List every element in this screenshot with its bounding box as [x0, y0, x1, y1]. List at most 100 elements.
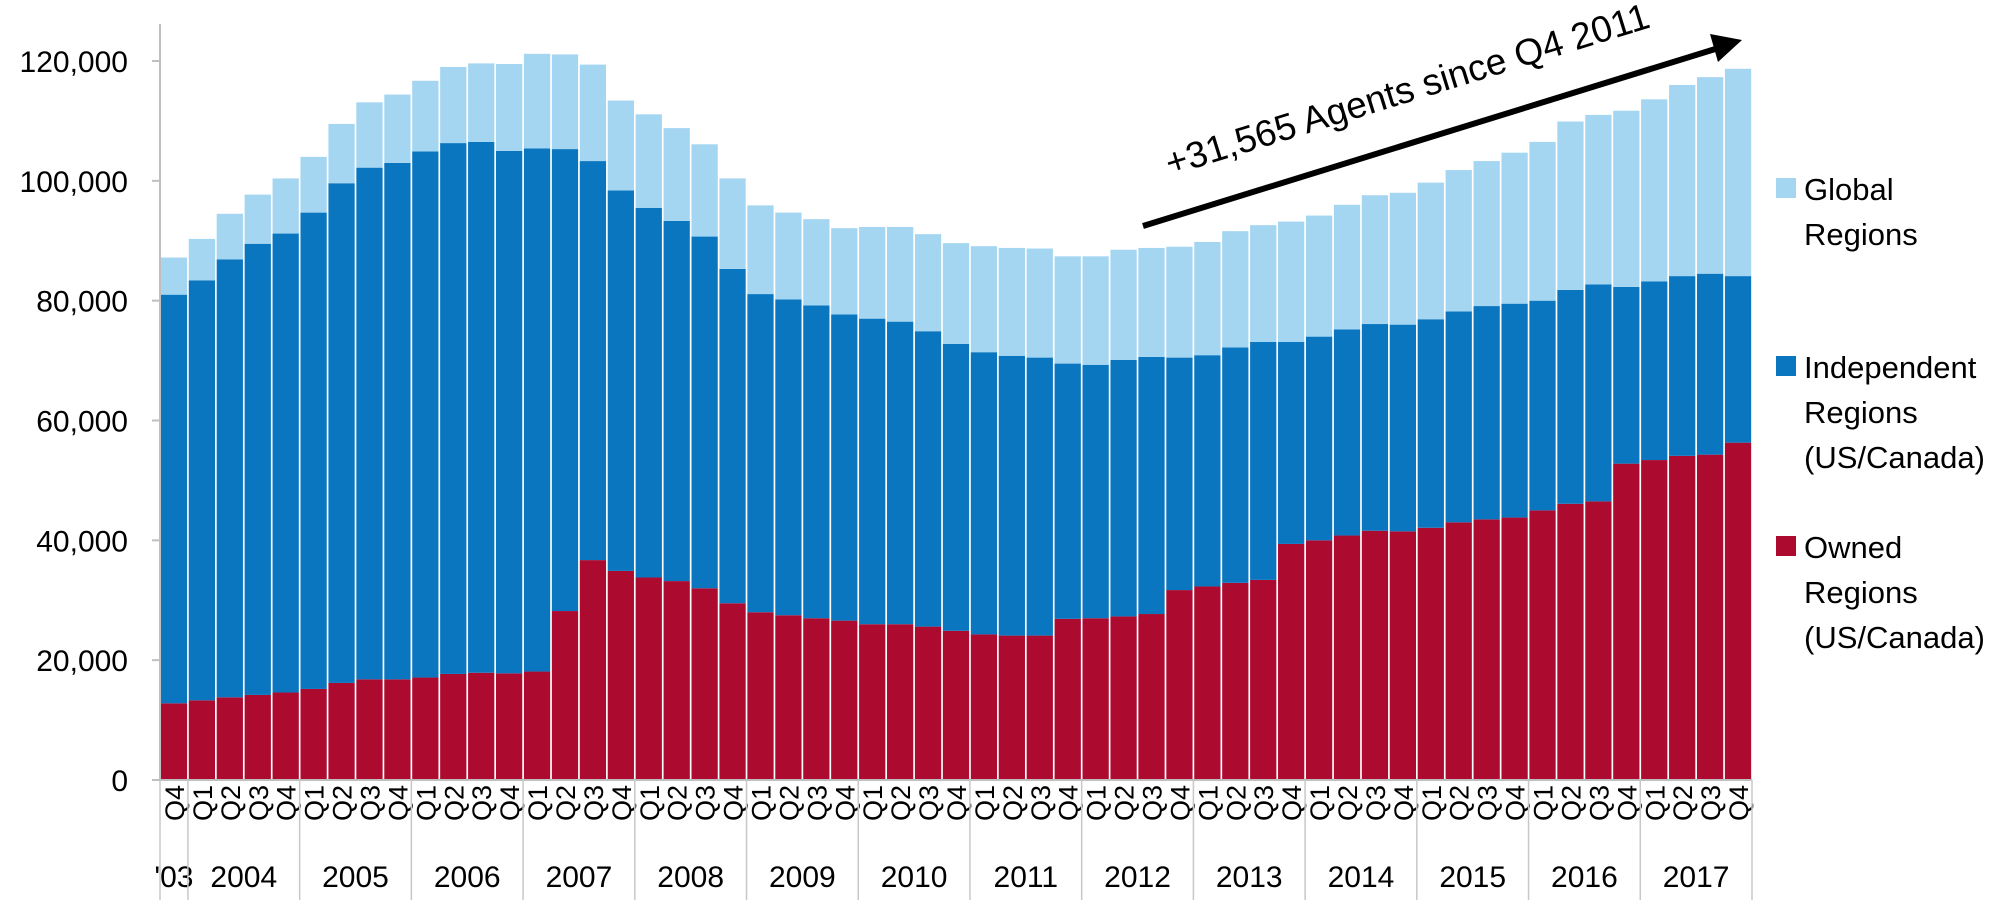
bar-segment — [1696, 273, 1724, 455]
bar-segment — [300, 688, 327, 780]
bar-segment — [1445, 311, 1472, 523]
x-quarter-label: Q1 — [1417, 785, 1447, 821]
x-quarter-label: Q4 — [1277, 785, 1307, 821]
legend-label: Regions — [1804, 217, 1918, 252]
x-quarter-label: Q1 — [1193, 785, 1223, 821]
legend-label: Global — [1804, 172, 1894, 207]
x-year-label: 2015 — [1439, 861, 1506, 894]
x-year-label: 2012 — [1104, 861, 1171, 894]
bar-segment — [1138, 356, 1165, 615]
bar-segment — [523, 53, 551, 149]
bar-segment — [998, 247, 1025, 356]
x-quarter-label: Q3 — [914, 785, 944, 821]
x-quarter-label: Q2 — [551, 785, 581, 821]
legend-label: Owned — [1804, 530, 1902, 565]
bar-segment — [216, 259, 243, 698]
bar-segment — [160, 294, 188, 704]
x-year-label: 2011 — [994, 861, 1059, 894]
bar-segment — [663, 220, 690, 582]
x-year-label: 2008 — [657, 861, 724, 894]
x-quarter-label: Q2 — [328, 785, 358, 821]
trend-arrow — [1142, 43, 1726, 229]
bar-segment — [1082, 364, 1109, 619]
x-quarter-label: Q4 — [160, 785, 190, 821]
x-year-label: 2016 — [1551, 861, 1618, 894]
bar-segment — [1557, 121, 1584, 290]
x-quarter-label: Q4 — [1165, 785, 1195, 821]
y-tick-label: 40,000 — [36, 525, 128, 558]
bar-segment — [1473, 519, 1500, 780]
bar-segment — [412, 151, 439, 678]
bar-segment — [607, 100, 634, 191]
bar-segment — [1361, 324, 1389, 531]
bar-segment — [1473, 306, 1500, 520]
x-quarter-label: Q3 — [467, 785, 497, 821]
bar-segment — [719, 603, 746, 780]
y-tick-label: 0 — [111, 765, 128, 798]
bar-segment — [803, 305, 830, 619]
bar-segment — [244, 243, 271, 695]
bar-segment — [914, 331, 942, 627]
bar-segment — [440, 673, 467, 780]
bar-segment — [998, 635, 1025, 780]
bar-segment — [887, 321, 914, 625]
bar-segment — [1166, 590, 1193, 780]
x-quarter-label: Q3 — [244, 785, 274, 821]
bar-segment — [1613, 286, 1640, 464]
bar-segment — [412, 677, 439, 780]
bar-segment — [803, 618, 830, 780]
bar-segment — [1417, 527, 1444, 780]
bar-segment — [663, 128, 690, 221]
bar-segment — [1613, 463, 1640, 780]
bar-segment — [1361, 530, 1389, 780]
bar-segment — [1222, 582, 1249, 780]
x-quarter-label: Q2 — [886, 785, 916, 821]
bar-segment — [356, 679, 383, 780]
bar-segment — [942, 630, 970, 780]
y-tick-label: 120,000 — [20, 46, 128, 79]
bar-segment — [970, 352, 998, 635]
bar-segment — [579, 64, 607, 162]
x-year-label: '03 — [154, 861, 193, 894]
bar-segment — [523, 148, 551, 672]
bar-segment — [496, 150, 523, 674]
bar-segment — [1054, 363, 1081, 619]
bar-segment — [1585, 114, 1612, 285]
bar-segment — [942, 343, 970, 631]
bar-segment — [775, 212, 802, 300]
bar-segment — [1529, 300, 1556, 511]
bar-segment — [1054, 618, 1081, 780]
bar-segment — [356, 167, 383, 680]
bar-segment — [551, 611, 579, 780]
bar-segment — [1305, 336, 1333, 541]
bar-segment — [384, 679, 411, 780]
bar-segment — [216, 213, 243, 260]
bar-segment — [496, 673, 523, 780]
x-quarter-label: Q4 — [383, 785, 413, 821]
bar-segment — [1585, 501, 1612, 780]
bar-segment — [942, 243, 970, 344]
legend-label: Independent — [1804, 350, 1977, 385]
bar-segment — [914, 626, 942, 780]
bar-segment — [887, 624, 914, 780]
trend-arrow-head — [1710, 34, 1742, 62]
bar-segment — [1389, 531, 1416, 780]
bar-segment — [1110, 616, 1137, 780]
bar-segment — [747, 612, 774, 780]
bar-segment — [1613, 110, 1640, 287]
bar-segment — [1166, 246, 1193, 358]
bar-segment — [859, 226, 886, 319]
bar-segment — [1389, 192, 1416, 325]
bar-segment — [440, 66, 467, 144]
legend-label: Regions — [1804, 575, 1918, 610]
bar-segment — [1278, 543, 1305, 780]
bar-segment — [1054, 256, 1081, 364]
bar-segment — [719, 178, 746, 269]
x-quarter-label: Q2 — [998, 785, 1028, 821]
x-quarter-label: Q3 — [1249, 785, 1279, 821]
bar-segment — [859, 624, 886, 780]
bar-segment — [1669, 455, 1696, 780]
x-quarter-label: Q2 — [663, 785, 693, 821]
bar-segment — [1724, 442, 1752, 780]
bar-segment — [216, 697, 243, 780]
